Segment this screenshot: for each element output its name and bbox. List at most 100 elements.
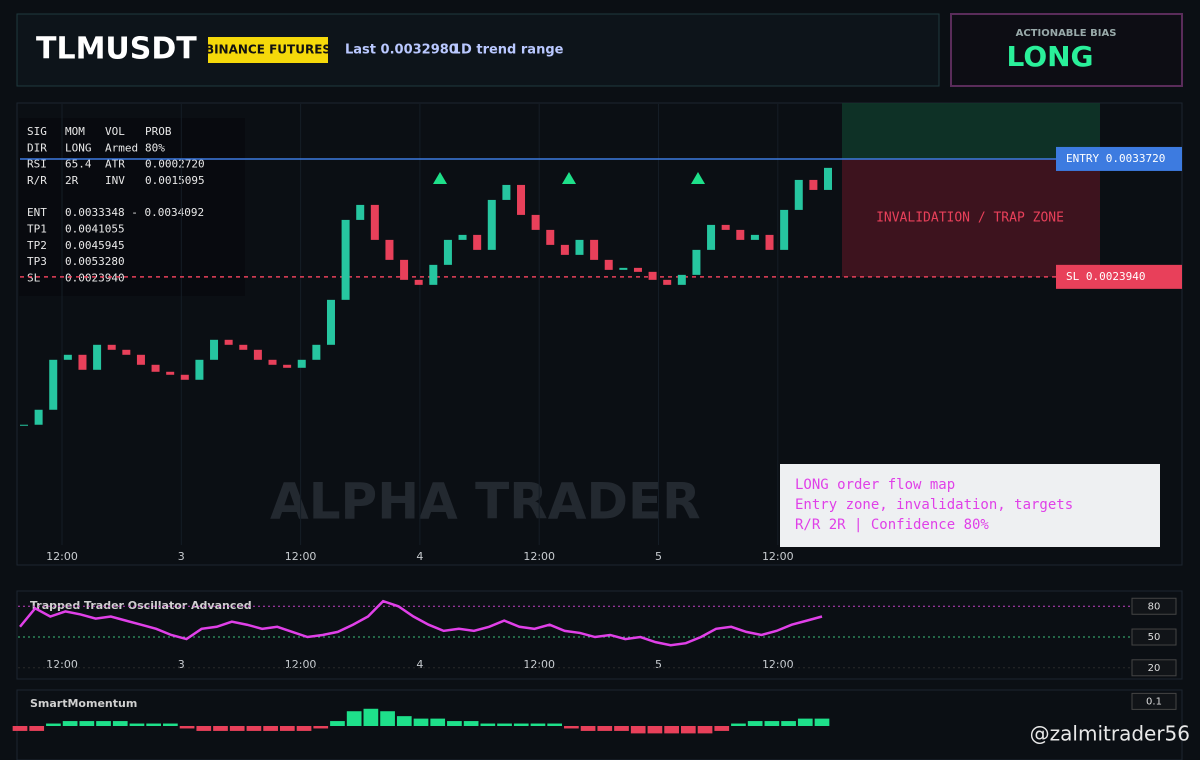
stats-cell: 65.4 xyxy=(65,158,92,171)
candle xyxy=(312,344,321,360)
momentum-bar xyxy=(697,726,713,734)
level-tag xyxy=(1056,264,1182,289)
candle xyxy=(721,224,730,230)
momentum-bar xyxy=(313,726,329,729)
y-tick-label: 20 xyxy=(1148,663,1161,674)
stats-cell: 0.0033348 - 0.0034092 xyxy=(65,206,204,219)
momentum-bar xyxy=(513,723,529,726)
exchange: BINANCE FUTURES xyxy=(205,43,331,57)
stats-cell: TP2 xyxy=(27,239,47,252)
momentum-bar xyxy=(96,721,111,726)
candle xyxy=(677,274,686,285)
note-line: Entry zone, invalidation, targets xyxy=(795,497,1073,513)
candle xyxy=(443,239,452,265)
bias-value: LONG xyxy=(1006,40,1093,73)
momentum-bar xyxy=(296,726,312,731)
candle xyxy=(180,374,189,380)
momentum-bar xyxy=(112,721,128,726)
candle xyxy=(166,371,175,375)
momentum-bar xyxy=(413,718,429,726)
y-tick-label: 0.1 xyxy=(1146,696,1162,707)
x-tick-label: 12:00 xyxy=(762,658,794,671)
momentum-bar xyxy=(747,721,763,726)
candle xyxy=(210,339,219,360)
stats-cell: 80% xyxy=(145,141,165,154)
stats-cell: MOM xyxy=(65,125,85,138)
candle xyxy=(458,234,467,240)
stats-cell: Armed xyxy=(105,141,138,154)
momentum-bar xyxy=(664,726,679,734)
x-tick-label: 12:00 xyxy=(46,658,78,671)
candle xyxy=(824,167,832,190)
momentum-bar xyxy=(29,726,45,731)
momentum-bar xyxy=(229,726,245,731)
candle xyxy=(590,239,599,260)
momentum-bar xyxy=(447,721,462,726)
oscillator-panel xyxy=(16,590,1183,680)
momentum-bar xyxy=(62,721,78,726)
momentum-bar xyxy=(79,721,95,726)
candle xyxy=(107,344,116,350)
candle xyxy=(560,244,569,255)
x-tick-label: 4 xyxy=(416,550,423,563)
momentum-bar xyxy=(363,708,379,726)
x-tick-label: 12:00 xyxy=(523,658,555,671)
stats-cell: ENT xyxy=(27,206,47,219)
watermark: ALPHA TRADER xyxy=(270,473,701,531)
candle xyxy=(341,219,350,300)
momentum-bar xyxy=(580,726,596,731)
x-tick-label: 12:00 xyxy=(523,550,555,563)
exchange-badge xyxy=(208,37,328,63)
stats-cell: VOL xyxy=(105,125,125,138)
momentum-bar xyxy=(12,726,28,731)
stats-cell: 0.0015095 xyxy=(145,174,205,187)
candle xyxy=(619,267,628,270)
candle xyxy=(20,424,28,426)
stats-cell: 0.0041055 xyxy=(65,223,125,236)
momentum-bar xyxy=(396,716,412,726)
momentum-bar xyxy=(263,726,278,731)
candle xyxy=(517,184,526,215)
candle xyxy=(531,214,540,230)
x-tick-label: 12:00 xyxy=(285,658,317,671)
momentum-bar xyxy=(480,723,496,726)
candle xyxy=(502,184,511,200)
oscillator-line xyxy=(19,599,823,647)
y-tick-box xyxy=(1131,628,1177,646)
stats-cell: LONG xyxy=(65,141,92,154)
x-tick-label: 5 xyxy=(655,658,662,671)
momentum-bar xyxy=(814,718,830,726)
momentum-bar xyxy=(731,723,746,726)
momentum-bar xyxy=(680,726,696,734)
candle xyxy=(663,279,672,285)
candle xyxy=(692,249,701,275)
candle xyxy=(253,349,262,360)
stats-cell: 0.0045945 xyxy=(65,239,125,252)
candle xyxy=(780,209,789,250)
momentum-bar xyxy=(163,723,178,726)
candle xyxy=(707,224,716,250)
last-price: Last 0.0032980 xyxy=(345,43,458,58)
candle xyxy=(268,359,277,365)
momentum-bar xyxy=(547,723,563,726)
trap-zone xyxy=(842,159,1100,277)
header-panel xyxy=(16,13,940,87)
x-tick-label: 12:00 xyxy=(285,550,317,563)
candle xyxy=(429,264,438,285)
momentum-bar xyxy=(430,718,446,726)
momentum-bar xyxy=(714,726,730,731)
candle xyxy=(283,364,292,368)
momentum-bar xyxy=(213,726,228,731)
stats-cell: TP1 xyxy=(27,223,47,236)
stats-cell: 0.0002720 xyxy=(145,158,205,171)
candle xyxy=(297,359,306,368)
stats-cell: SL xyxy=(27,271,41,284)
level-label: ENTRY 0.0033720 xyxy=(1066,152,1165,165)
momentum-bar xyxy=(246,726,262,731)
candle xyxy=(122,349,131,355)
x-tick-label: 3 xyxy=(178,658,185,671)
candle xyxy=(414,279,423,285)
candle xyxy=(736,229,745,240)
candle xyxy=(326,299,335,345)
